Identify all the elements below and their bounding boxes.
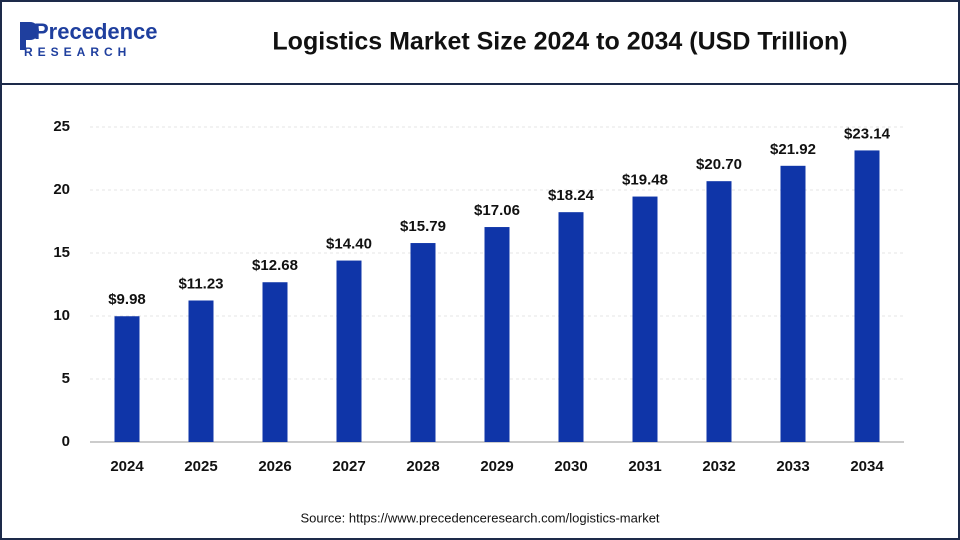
bar [780,165,806,443]
value-label: $11.23 [178,275,223,292]
chart-title: Logistics Market Size 2024 to 2034 (USD … [272,28,847,56]
value-label: $9.98 [108,291,146,308]
x-tick-label: 2030 [554,458,587,475]
value-label: $23.14 [844,125,891,142]
bar [558,212,584,442]
bar [114,316,140,442]
x-tick-label: 2032 [702,458,735,475]
x-tick-label: 2033 [776,458,809,475]
bar [262,282,288,442]
y-tick-label: 15 [53,244,70,261]
y-tick-label: 20 [53,181,70,198]
value-label: $19.48 [622,172,668,189]
value-label: $15.79 [400,218,446,235]
x-tick-label: 2029 [480,458,513,475]
value-label: $17.06 [474,202,520,219]
y-tick-label: 5 [62,370,70,387]
x-tick-label: 2026 [258,458,291,475]
value-label: $21.92 [770,141,816,158]
x-tick-label: 2025 [184,458,217,475]
y-tick-label: 25 [53,118,70,135]
bar [410,243,436,442]
y-tick-label: 10 [53,307,70,324]
logo-tagline: RESEARCH [24,45,131,59]
bar [854,150,880,442]
logo: Precedence RESEARCH [20,19,158,59]
logo-icon [20,22,39,50]
x-tick-label: 2028 [406,458,439,475]
value-label: $20.70 [696,156,742,173]
bar [336,260,362,442]
logo-name: Precedence [34,19,158,44]
bar [188,300,214,442]
value-label: $18.24 [548,187,595,204]
bar [484,227,510,442]
x-tick-label: 2031 [628,458,661,475]
bar [706,181,732,442]
y-tick-label: 0 [62,433,70,450]
bar [632,196,658,442]
value-label: $12.68 [252,257,298,274]
x-tick-label: 2024 [110,458,144,475]
x-tick-label: 2034 [850,458,884,475]
x-tick-label: 2027 [332,458,365,475]
source: Source: https://www.precedenceresearch.c… [300,510,659,525]
value-label: $14.40 [326,236,372,253]
